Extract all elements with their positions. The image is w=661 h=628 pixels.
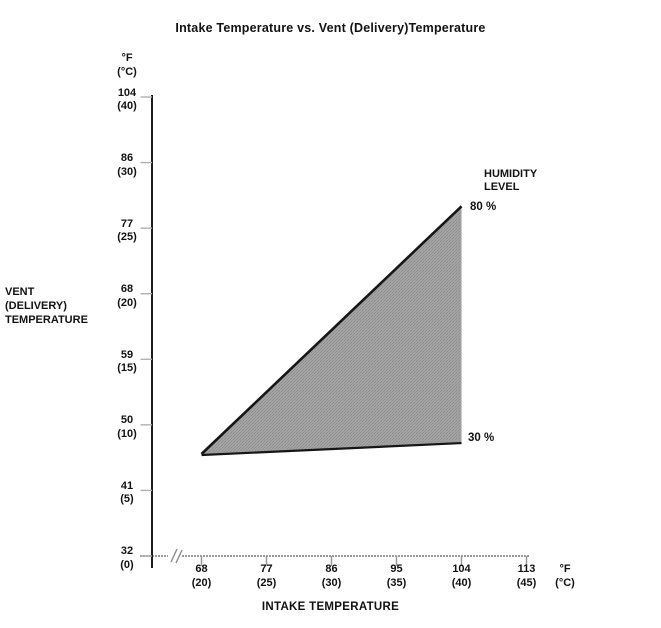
y-tick-label: 59 (15) <box>117 348 137 375</box>
x-tick-label: 86 (30) <box>321 563 342 589</box>
y-axis-unit: °F (°C) <box>102 52 152 79</box>
x-tick-label: 68 (20) <box>191 563 212 589</box>
humidity-80-line <box>200 205 463 455</box>
x-tick-label: 113 (45) <box>516 563 537 589</box>
x-axis-unit-c: (°C) <box>555 576 575 589</box>
x-axis-unit: °F (°C) <box>541 563 589 590</box>
x-tick-label: 95 (35) <box>386 563 407 589</box>
x-tick-label: 77 (25) <box>256 563 277 589</box>
x-axis-break-icon <box>175 549 183 564</box>
legend-title: HUMIDITY LEVEL <box>484 168 538 193</box>
y-tick-label: 86 (30) <box>117 152 137 178</box>
x-axis-unit-f: °F <box>559 563 571 575</box>
y-axis-unit-c: (°C) <box>117 65 137 78</box>
legend-label-80-percent: 80 % <box>470 201 497 213</box>
y-tick-label: 32 (0) <box>120 545 134 571</box>
chart-title: Intake Temperature vs. Vent (Delivery)Te… <box>175 21 486 35</box>
y-tick-label: 41 (5) <box>120 479 134 506</box>
legend-label-30-percent: 30 % <box>468 432 495 444</box>
y-tick-label: 68 (20) <box>117 283 137 309</box>
y-axis-unit-f: °F <box>121 52 133 64</box>
humidity-30-line <box>201 441 462 457</box>
x-axis-break-icon <box>170 548 178 563</box>
x-axis-title: INTAKE TEMPERATURE <box>261 601 400 613</box>
y-tick-label: 77 (25) <box>117 217 137 244</box>
y-tick-label: 104 (40) <box>117 86 137 113</box>
x-tick-label: 104 (40) <box>451 563 472 589</box>
y-axis-title: VENT (DELIVERY) TEMPERATURE <box>5 286 88 326</box>
y-tick-label: 50 (10) <box>117 414 137 440</box>
